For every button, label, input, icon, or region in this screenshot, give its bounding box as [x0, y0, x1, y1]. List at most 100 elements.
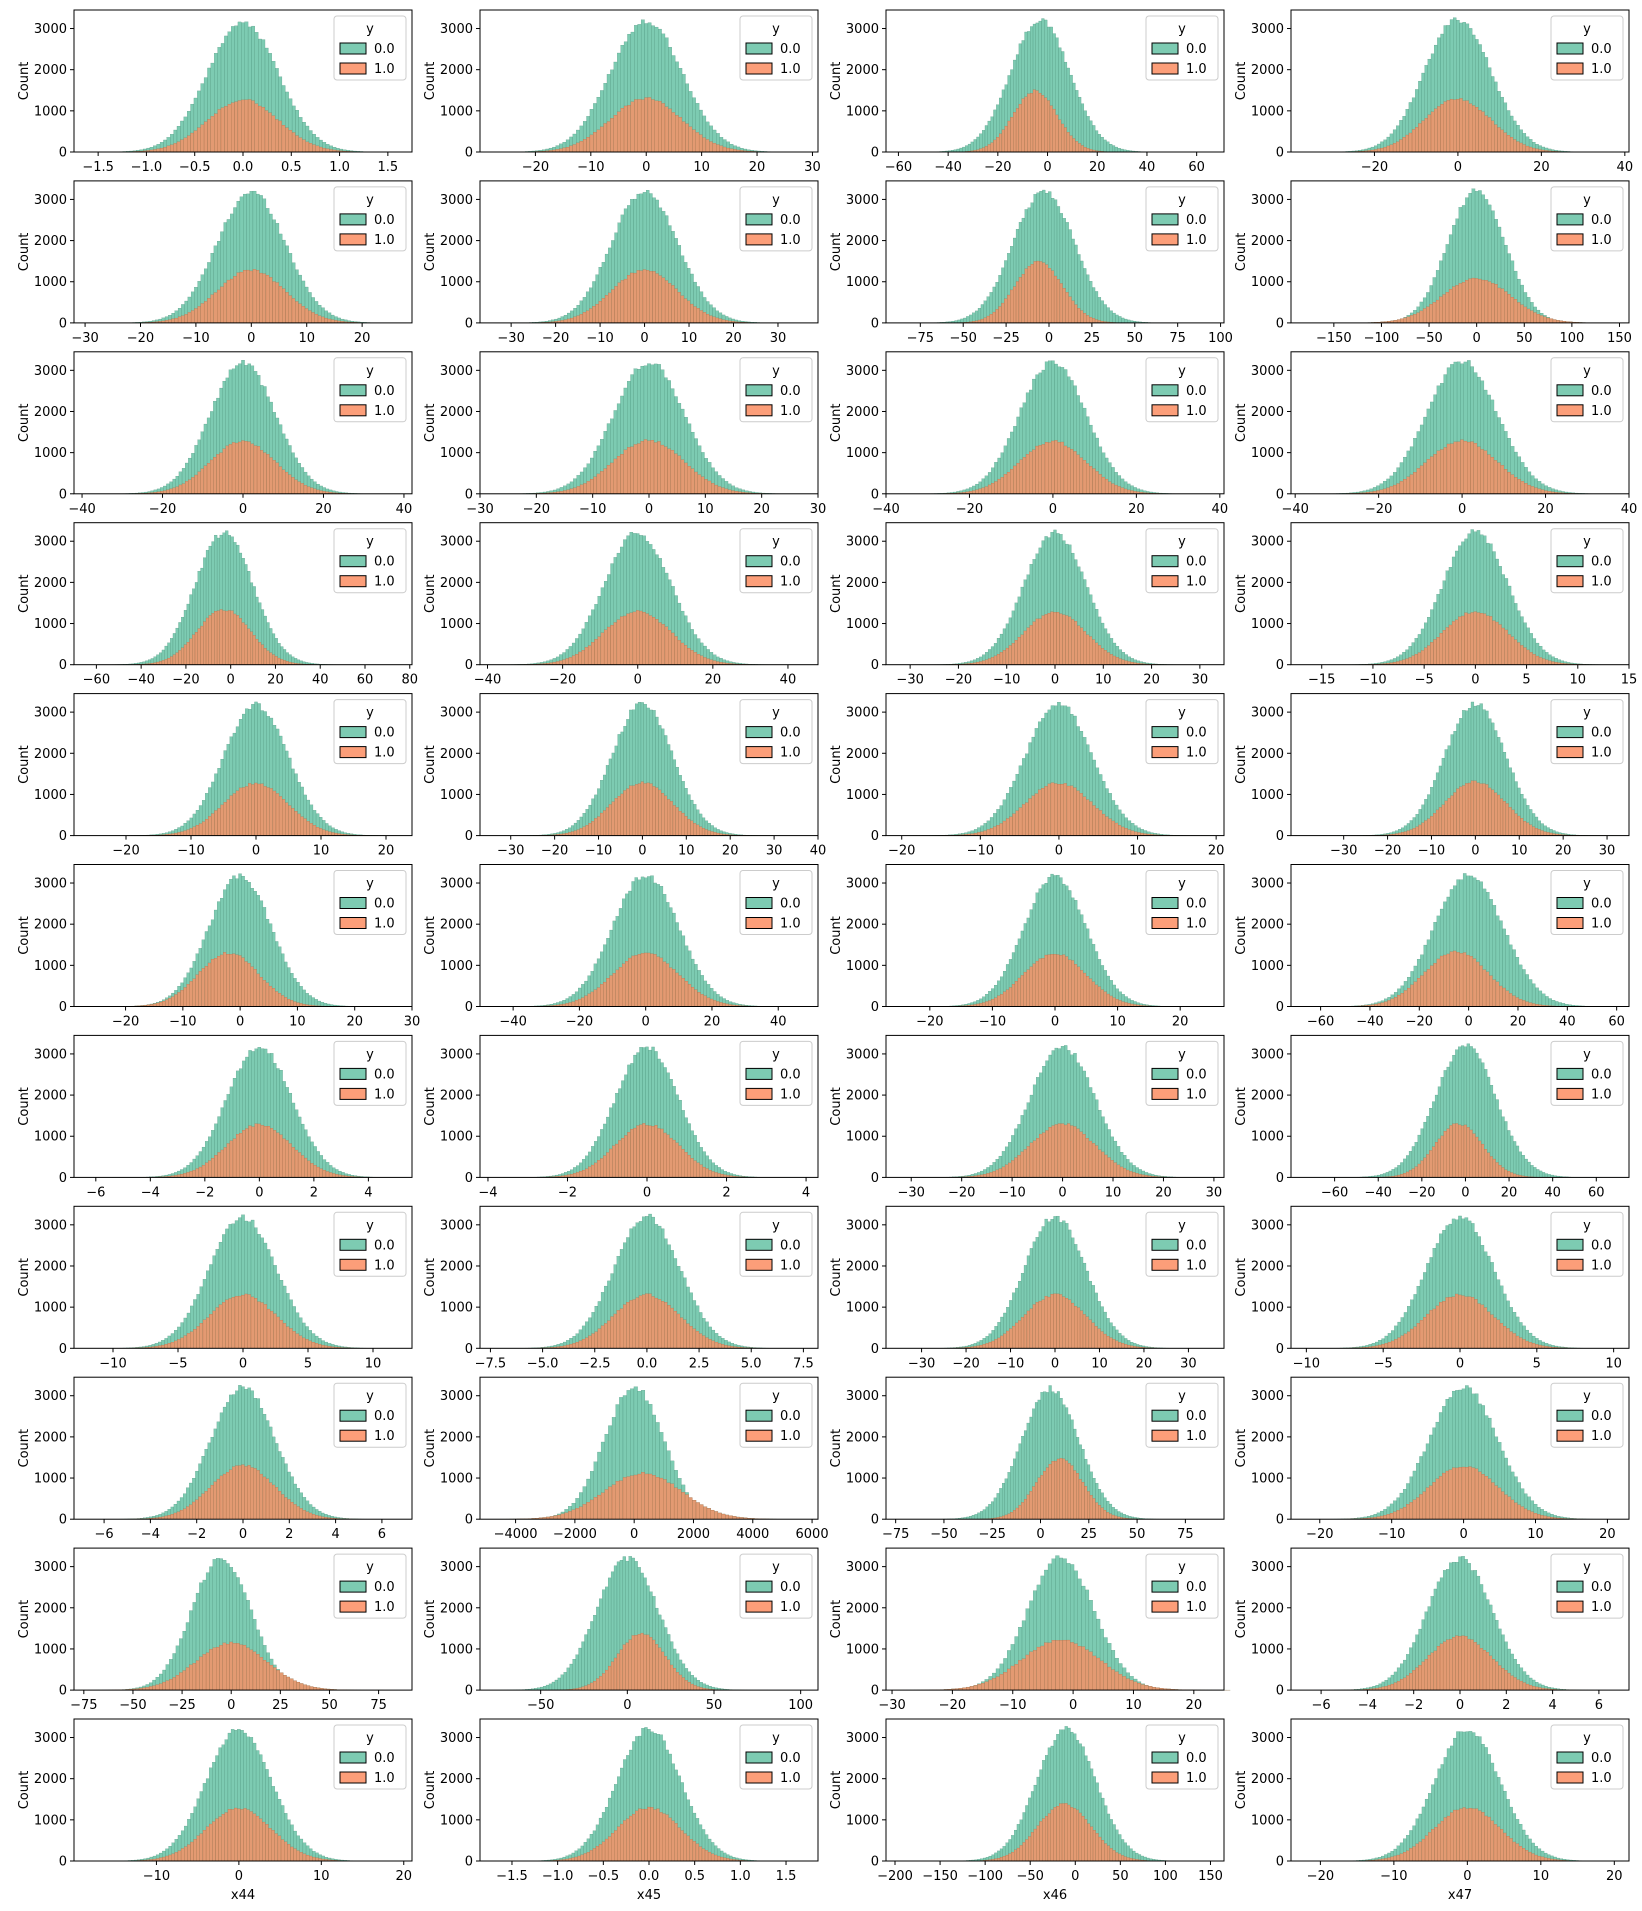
bar-series-1.0	[1414, 653, 1419, 665]
legend-title: y	[772, 193, 780, 208]
bar-series-1.0	[194, 308, 198, 324]
bar-series-1.0	[1456, 99, 1460, 153]
bar-series-1.0	[603, 629, 608, 665]
bar-series-1.0	[252, 635, 256, 665]
legend: y0.01.0	[1550, 357, 1624, 423]
x-tick-label: −1.0	[131, 160, 163, 175]
bar-series-1.0	[1021, 274, 1025, 324]
bar-series-1.0	[585, 310, 590, 324]
bar-series-1.0	[1124, 828, 1128, 836]
bar-series-1.0	[1419, 465, 1424, 494]
bar-series-1.0	[627, 275, 631, 324]
bar-series-1.0	[636, 610, 640, 665]
x-tick-label: 10	[681, 331, 698, 346]
bar-series-1.0	[187, 312, 192, 324]
x-tick-label: 20	[346, 1015, 363, 1030]
bar-series-1.0	[297, 481, 301, 494]
bar-series-1.0	[712, 660, 717, 665]
bar-series-1.0	[1399, 481, 1404, 494]
bar-series-1.0	[1427, 645, 1431, 665]
bar-series-1.0	[308, 310, 312, 324]
bar-series-1.0	[256, 270, 260, 324]
legend-swatch	[1151, 404, 1179, 417]
bar-series-1.0	[1412, 828, 1416, 836]
x-tick-label: −40	[474, 673, 501, 688]
bar-series-1.0	[265, 982, 270, 1007]
bar-series-1.0	[590, 991, 595, 1007]
bar-series-1.0	[312, 144, 316, 153]
x-tick-label: 0	[642, 1015, 650, 1030]
bar-series-1.0	[285, 471, 289, 494]
legend-swatch	[1556, 404, 1584, 417]
bar-series-1.0	[606, 121, 611, 153]
bar-series-1.0	[593, 132, 597, 153]
legend-entry-label: 1.0	[1591, 404, 1612, 419]
x-tick-label: 20	[753, 502, 770, 517]
x-tick-label: 20	[1537, 502, 1554, 517]
bar-series-1.0	[244, 441, 248, 494]
bar-series-1.0	[244, 624, 248, 665]
legend-entry-label: 1.0	[1186, 233, 1207, 248]
axes-frame	[73, 180, 413, 324]
x-tick-label: −40	[68, 502, 95, 517]
bar-series-1.0	[674, 288, 678, 324]
x-tick-label: 20	[1089, 160, 1106, 175]
bar-series-1.0	[1014, 640, 1018, 665]
y-tick-label: 3000	[440, 193, 473, 208]
bar-series-1.0	[1478, 278, 1482, 324]
bar-series-1.0	[716, 144, 720, 153]
bar-series-1.0	[987, 144, 991, 153]
bar-series-1.0	[200, 303, 205, 324]
bar-series-1.0	[1433, 454, 1438, 494]
bar-series-1.0	[1020, 634, 1024, 665]
bar-series-1.0	[207, 962, 212, 1007]
bar-series-1.0	[690, 650, 694, 665]
bar-series-1.0	[253, 445, 258, 494]
bar-series-1.0	[1041, 95, 1045, 153]
x-tick-label: 15	[1621, 673, 1638, 688]
y-axis-label: Count	[1234, 745, 1249, 784]
y-tick-label: 2000	[440, 405, 473, 420]
bar-series-1.0	[612, 973, 616, 1007]
bar-series-1.0	[285, 127, 289, 153]
y-tick-label: 3000	[1251, 364, 1284, 379]
bar-series-1.0	[658, 789, 662, 836]
bar-series-1.0	[1007, 120, 1011, 153]
bar-series-1.0	[651, 99, 655, 153]
legend-swatch	[339, 575, 367, 588]
bar-series-1.0	[1111, 820, 1116, 836]
bar-series-1.0	[1528, 146, 1533, 153]
x-tick-label: 60	[1188, 160, 1205, 175]
bar-series-1.0	[277, 657, 281, 665]
bar-series-1.0	[1399, 139, 1403, 153]
bar-series-1.0	[632, 785, 636, 836]
y-tick-label: 2000	[34, 747, 67, 762]
bar-series-1.0	[1005, 989, 1010, 1007]
x-tick-label: −10	[577, 160, 604, 175]
bar-series-1.0	[308, 143, 313, 153]
legend-entry-label: 0.0	[780, 42, 801, 57]
bar-series-1.0	[288, 474, 292, 494]
bar-series-1.0	[572, 144, 577, 153]
bar-series-0.0	[1117, 148, 1121, 153]
legend-title: y	[366, 706, 374, 721]
bar-series-1.0	[1102, 813, 1106, 836]
bar-series-0.0	[317, 1000, 322, 1007]
bar-series-1.0	[647, 952, 651, 1007]
bar-series-1.0	[630, 446, 634, 494]
bar-series-1.0	[702, 137, 707, 153]
bar-series-1.0	[678, 117, 683, 153]
bar-series-1.0	[992, 311, 996, 324]
x-tick-label: 20	[354, 331, 371, 346]
x-tick-label: 1.5	[378, 160, 399, 175]
bar-series-1.0	[1005, 818, 1010, 836]
bar-series-1.0	[174, 317, 179, 324]
bar-series-1.0	[1068, 296, 1072, 324]
legend: y0.01.0	[739, 699, 813, 765]
bar-series-1.0	[1424, 118, 1428, 153]
bar-series-1.0	[610, 462, 614, 494]
bar-series-1.0	[247, 99, 252, 153]
bar-series-1.0	[653, 442, 658, 494]
bar-series-1.0	[241, 99, 245, 153]
